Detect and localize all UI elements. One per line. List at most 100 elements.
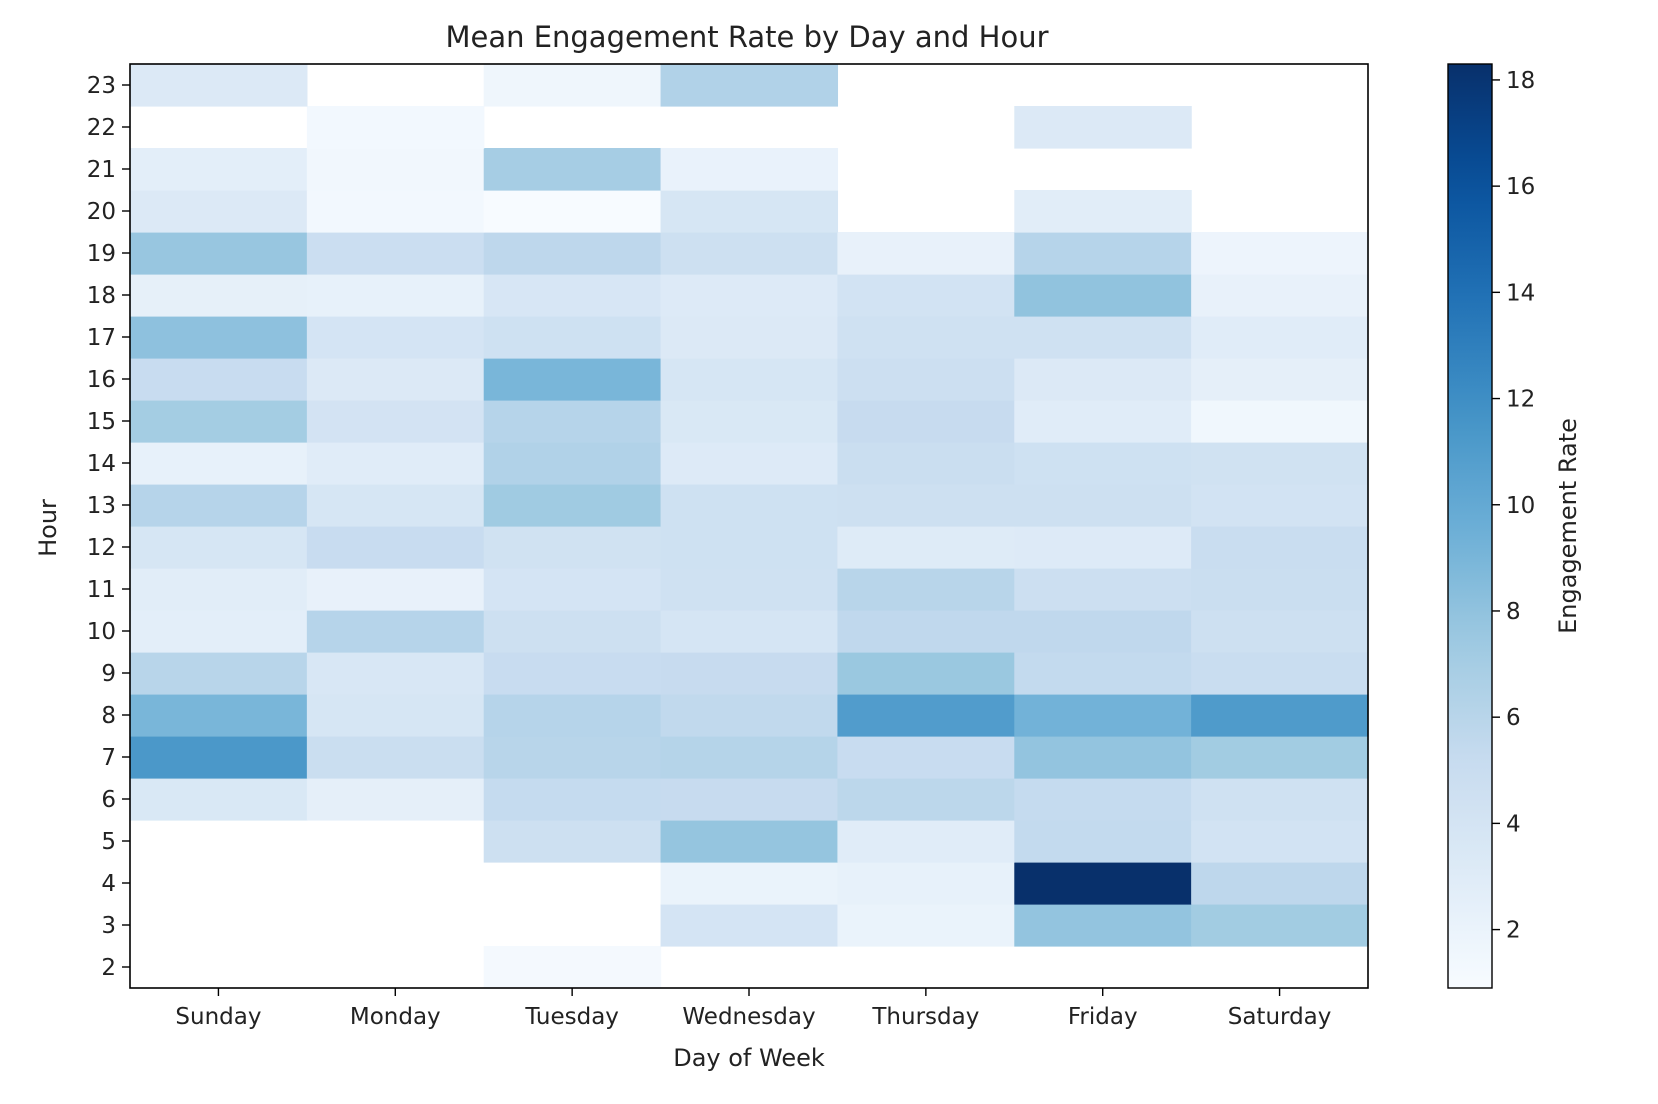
- colorbar-tick-label: 4: [1506, 811, 1521, 837]
- heatmap-cell: [1014, 526, 1192, 569]
- colorbar-tick-label: 12: [1506, 387, 1535, 413]
- colorbar-ticks: 2 4 6 8 10 12 14 16 18: [1492, 68, 1535, 944]
- heatmap-cell: [1191, 778, 1369, 821]
- heatmap-cell: [1014, 274, 1192, 317]
- x-tick-label: Tuesday: [524, 1004, 619, 1030]
- heatmap-cell: [483, 778, 662, 821]
- heatmap-cell: [306, 484, 485, 527]
- heatmap-cell: [306, 106, 485, 149]
- heatmap-cell: [837, 862, 1015, 905]
- heatmap-cell: [306, 568, 485, 611]
- heatmap-cell: [837, 568, 1015, 611]
- y-tick-label: 6: [101, 787, 116, 813]
- y-tick-label: 3: [101, 913, 116, 939]
- heatmap-cell: [1191, 652, 1369, 695]
- heatmap-cell: [837, 904, 1015, 947]
- y-tick-label: 4: [101, 871, 116, 897]
- y-tick-label: 19: [87, 241, 116, 267]
- heatmap-cell: [483, 526, 662, 569]
- heatmap-cell: [1191, 274, 1369, 317]
- heatmap-cell: [837, 484, 1015, 527]
- heatmap-cell: [1191, 358, 1369, 401]
- y-tick-label: 17: [87, 325, 116, 351]
- y-tick-label: 15: [87, 409, 116, 435]
- heatmap-cell: [1014, 652, 1192, 695]
- heatmap-cell: [306, 232, 485, 275]
- heatmap-cell: [483, 652, 662, 695]
- heatmap-cell: [1191, 526, 1369, 569]
- y-tick-label: 21: [87, 157, 116, 183]
- heatmap-cell: [306, 610, 485, 653]
- heatmap-cell: [837, 610, 1015, 653]
- heatmap-cell: [837, 232, 1015, 275]
- heatmap-cell: [306, 190, 485, 233]
- heatmap-cell: [660, 694, 839, 737]
- heatmap-cell: [1191, 232, 1369, 275]
- heatmap-cell: [483, 820, 662, 863]
- heatmap-cell: [837, 274, 1015, 317]
- heatmap-cell: [1014, 358, 1192, 401]
- heatmap-cell: [660, 190, 839, 233]
- heatmap-cell: [483, 400, 662, 443]
- heatmap-cell: [660, 400, 839, 443]
- heatmap-cell: [130, 400, 308, 443]
- heatmap-cell: [1191, 442, 1369, 485]
- heatmap-cell: [1014, 820, 1192, 863]
- colorbar-tick-label: 18: [1506, 68, 1535, 94]
- heatmap-cell: [483, 316, 662, 359]
- y-tick-label: 13: [87, 493, 116, 519]
- colorbar-tick-label: 16: [1506, 174, 1535, 200]
- heatmap-cell: [306, 400, 485, 443]
- heatmap-cell: [837, 316, 1015, 359]
- heatmap-cell: [130, 148, 308, 191]
- heatmap-cell: [1191, 316, 1369, 359]
- heatmap-cell: [1014, 694, 1192, 737]
- y-tick-label: 12: [87, 535, 116, 561]
- heatmap-cell: [1191, 820, 1369, 863]
- heatmap-cell: [483, 190, 662, 233]
- heatmap-cell: [1014, 568, 1192, 611]
- colorbar-tick-label: 6: [1506, 705, 1521, 731]
- heatmap-cell: [130, 652, 308, 695]
- heatmap-cell: [130, 484, 308, 527]
- heatmap-cell: [660, 148, 839, 191]
- heatmap-cell: [130, 316, 308, 359]
- heatmap-cell: [130, 694, 308, 737]
- heatmap-cell: [1191, 568, 1369, 611]
- heatmap-cell: [1014, 736, 1192, 779]
- heatmap-cell: [130, 526, 308, 569]
- y-tick-label: 7: [101, 745, 116, 771]
- y-tick-label: 9: [101, 661, 116, 687]
- heatmap-cell: [837, 400, 1015, 443]
- y-tick-label: 20: [87, 199, 116, 225]
- heatmap-cell: [660, 862, 839, 905]
- heatmap-cell: [837, 694, 1015, 737]
- x-axis-label: Day of Week: [673, 1044, 825, 1072]
- heatmap-cell: [660, 904, 839, 947]
- heatmap-cell: [660, 610, 839, 653]
- heatmap-cell: [306, 526, 485, 569]
- heatmap-cell: [130, 190, 308, 233]
- heatmap-cell: [660, 274, 839, 317]
- heatmap-cell: [306, 316, 485, 359]
- chart-title: Mean Engagement Rate by Day and Hour: [445, 20, 1048, 54]
- heatmap-cell: [483, 568, 662, 611]
- heatmap-cell: [483, 946, 662, 989]
- heatmap-cell: [660, 64, 839, 107]
- heatmap-cell: [483, 736, 662, 779]
- heatmap-cell: [483, 274, 662, 317]
- heatmap-cell: [1014, 778, 1192, 821]
- heatmap-cell: [660, 232, 839, 275]
- heatmap-cell: [130, 442, 308, 485]
- heatmap-cell: [837, 652, 1015, 695]
- y-tick-label: 11: [87, 577, 116, 603]
- heatmap-cell: [660, 358, 839, 401]
- heatmap-cell: [306, 442, 485, 485]
- heatmap-cell: [1191, 736, 1369, 779]
- heatmap-cell: [837, 526, 1015, 569]
- heatmap-cell: [483, 358, 662, 401]
- heatmap-cell: [660, 442, 839, 485]
- heatmap-cell: [1014, 484, 1192, 527]
- y-tick-label: 22: [87, 115, 116, 141]
